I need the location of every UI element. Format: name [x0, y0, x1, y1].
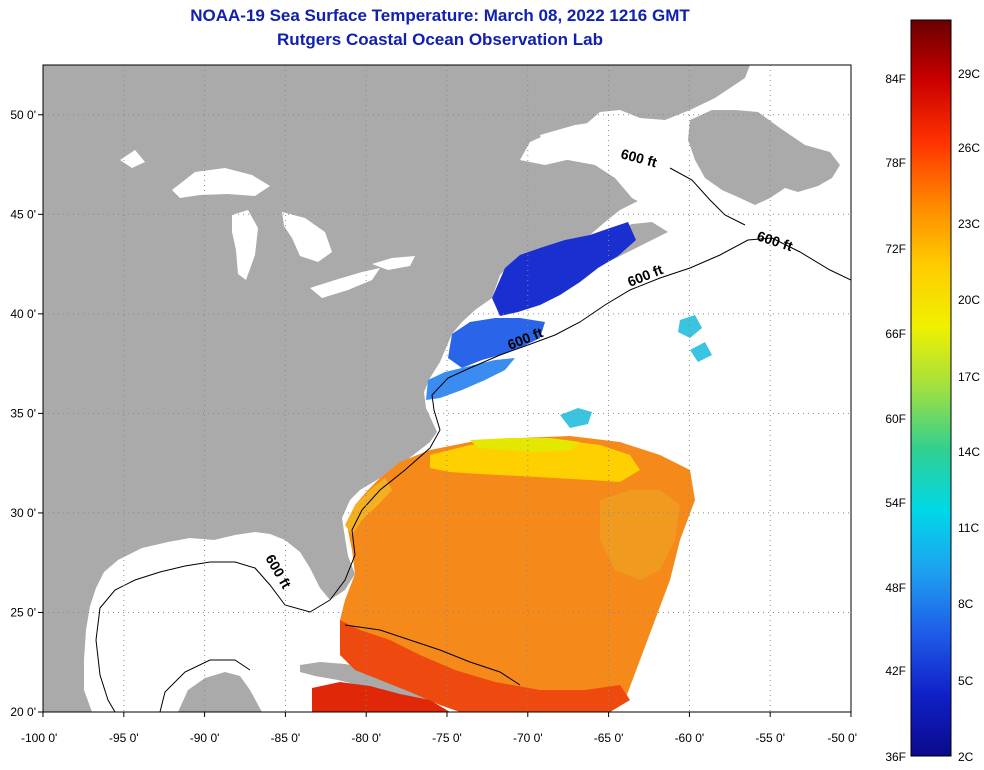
colorbar-fahrenheit-label: 84F — [885, 72, 906, 86]
north-america-land — [43, 65, 750, 712]
sst-gulf-stream-core — [430, 440, 640, 482]
lon-tick-label: -100 0' — [21, 731, 57, 745]
colorbar-scale — [910, 19, 952, 757]
contour-line-bahamas — [344, 624, 521, 686]
colorbar-celsius-label: 20C — [958, 293, 980, 307]
longitude-axis: -100 0' -95 0' -90 0' -85 0' -80 0' -75 0' -70… — [21, 712, 857, 745]
lon-tick-label: -80 0' — [351, 731, 381, 745]
lat-tick-label: 45 0' — [10, 207, 36, 221]
colorbar-fahrenheit-label: 78F — [885, 156, 906, 170]
colorbar-celsius-labels: 29C 26C 23C 20C 17C 14C 11C 8C 5C 2C — [958, 67, 980, 764]
colorbar-fahrenheit-label: 36F — [885, 750, 906, 764]
contour-line-atlantic — [329, 237, 851, 601]
colorbar-celsius-label: 17C — [958, 370, 980, 384]
colorbar-fahrenheit-label: 48F — [885, 581, 906, 595]
colorbar-celsius-label: 14C — [958, 445, 980, 459]
colorbar-fahrenheit-labels: 84F 78F 72F 66F 60F 54F 48F 42F 36F — [885, 72, 906, 764]
colorbar-celsius-label: 29C — [958, 67, 980, 81]
lake-erie — [310, 268, 380, 298]
lon-tick-label: -75 0' — [432, 731, 462, 745]
lake-michigan — [232, 210, 258, 280]
lake-huron — [282, 212, 332, 262]
sst-mid-atlantic-bight — [448, 318, 545, 368]
lon-tick-label: -95 0' — [109, 731, 139, 745]
lon-tick-label: -90 0' — [190, 731, 220, 745]
lon-tick-label: -70 0' — [513, 731, 543, 745]
lat-tick-label: 25 0' — [10, 605, 36, 619]
lon-tick-label: -50 0' — [827, 731, 857, 745]
contour-line-newfoundland — [669, 167, 746, 226]
colorbar-fahrenheit-label: 42F — [885, 664, 906, 678]
colorbar: 84F 78F 72F 66F 60F 54F 48F 42F 36F 29C 26C 23C 20C… — [885, 19, 980, 764]
colorbar-celsius-label: 5C — [958, 674, 974, 688]
contour-600ft — [95, 167, 851, 712]
colorbar-fahrenheit-label: 72F — [885, 242, 906, 256]
lat-tick-label: 20 0' — [10, 705, 36, 719]
colorbar-celsius-label: 8C — [958, 597, 974, 611]
colorbar-celsius-label: 26C — [958, 141, 980, 155]
colorbar-fahrenheit-label: 66F — [885, 327, 906, 341]
sst-cold-layer — [426, 222, 712, 428]
hudson-bay-fragment — [120, 150, 145, 168]
sst-yellow-filament — [470, 438, 580, 452]
lake-superior — [172, 168, 270, 198]
sst-caribbean-south — [312, 682, 450, 712]
lat-tick-label: 30 0' — [10, 506, 36, 520]
sst-warm-layer — [312, 436, 695, 712]
plot-area — [43, 65, 851, 712]
sst-east-gyre — [600, 490, 680, 580]
lon-tick-label: -85 0' — [271, 731, 301, 745]
sst-shelf-slope-patches — [560, 315, 712, 428]
great-lakes-layer — [120, 120, 680, 298]
colorbar-fahrenheit-label: 60F — [885, 412, 906, 426]
lat-tick-label: 40 0' — [10, 307, 36, 321]
sst-bahamas-caribbean — [340, 620, 630, 712]
colorbar-celsius-label: 2C — [958, 750, 974, 764]
colorbar-fahrenheit-label: 54F — [885, 496, 906, 510]
lon-tick-label: -55 0' — [755, 731, 785, 745]
sst-virginia-shelf — [426, 358, 515, 400]
lon-tick-label: -65 0' — [594, 731, 624, 745]
colorbar-celsius-label: 23C — [958, 217, 980, 231]
lon-tick-label: -60 0' — [675, 731, 705, 745]
yucatan-land — [178, 672, 262, 712]
sst-gulf-of-maine — [492, 222, 636, 316]
contour-line-gulf — [95, 561, 331, 712]
lat-tick-label: 50 0' — [10, 108, 36, 122]
lake-ontario — [372, 256, 415, 270]
map-subtitle: Rutgers Coastal Ocean Observation Lab — [277, 30, 603, 49]
latitude-axis: 20 0' 25 0' 30 0' 35 0' 40 0' 45 0' 50 0' — [10, 108, 43, 719]
contour-line-yucatan — [159, 659, 251, 712]
lat-tick-label: 35 0' — [10, 406, 36, 420]
gulf-of-st-lawrence — [540, 120, 680, 208]
map-title: NOAA-19 Sea Surface Temperature: March 0… — [190, 6, 690, 25]
newfoundland-land — [688, 110, 840, 205]
colorbar-celsius-label: 11C — [958, 521, 979, 535]
